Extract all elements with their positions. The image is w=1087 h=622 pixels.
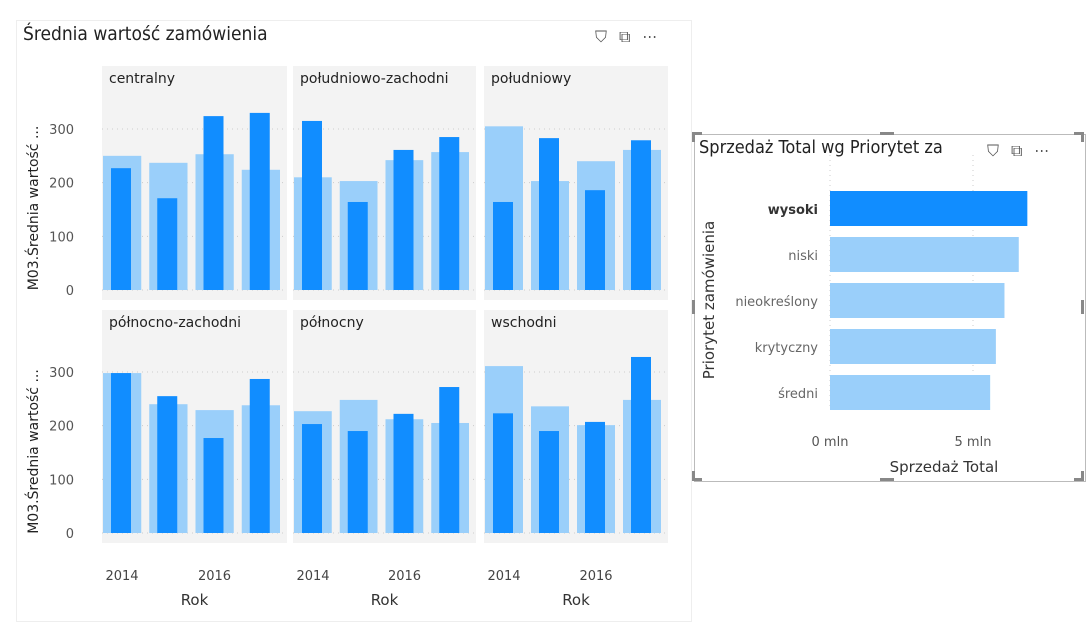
bar-dark [439, 387, 460, 533]
bar-dark [493, 201, 513, 290]
y-axis-title: Priorytet zamówienia [700, 221, 718, 379]
resize-handle[interactable] [692, 478, 702, 481]
panel-title: południowo-zachodni [300, 71, 449, 87]
x-tick-label: 2014 [105, 569, 138, 584]
small-multiples-chart: centralny południowo-zachodni południowy pó… [24, 66, 668, 609]
bar-dark [493, 413, 513, 533]
x-tick-label: 5 mln [955, 435, 992, 450]
resize-handle[interactable] [1081, 471, 1084, 481]
bar [830, 329, 996, 364]
resize-handle[interactable] [692, 300, 695, 314]
x-tick-label: 2014 [487, 569, 520, 584]
bar [830, 191, 1028, 226]
bar-dark [585, 421, 605, 533]
focus-mode-icon[interactable]: ⧉ [619, 27, 631, 46]
panel-title: południowy [491, 71, 571, 87]
bar-dark [302, 424, 322, 533]
x-axis-title: Rok [371, 591, 399, 609]
bar-dark [157, 396, 178, 533]
visual-title: Sprzedaż Total wg Priorytet za [699, 137, 943, 158]
y-tick-label: 300 [49, 366, 74, 381]
bar-dark [203, 438, 224, 533]
category-label: wysoki [768, 203, 818, 218]
y-axis-title: M03.Średnia wartość ... [24, 126, 42, 291]
x-axis-title: Sprzedaż Total [890, 458, 999, 476]
x-axis-title: Rok [562, 591, 590, 609]
more-options-icon[interactable]: ⋯ [642, 27, 657, 46]
y-tick-label: 100 [49, 473, 74, 488]
resize-handle[interactable] [1074, 132, 1084, 135]
bar-dark [347, 201, 368, 290]
panel-title: północno-zachodni [109, 315, 241, 331]
bar-dark [249, 112, 270, 291]
bar-dark [631, 140, 651, 290]
panel-title: centralny [109, 71, 175, 87]
category-label: niski [788, 249, 818, 264]
bar-dark [439, 137, 460, 290]
horizontal-bar-chart: wysoki niski nieokreślony krytyczny średni 0 … [700, 155, 1028, 476]
visual-title: Średnia wartość zamówienia [23, 23, 268, 45]
y-tick-label: 100 [49, 230, 74, 245]
resize-handle[interactable] [692, 132, 695, 142]
bar-dark [111, 168, 131, 290]
focus-mode-icon[interactable]: ⧉ [1011, 141, 1023, 160]
more-options-icon[interactable]: ⋯ [1034, 141, 1049, 160]
bar [830, 283, 1005, 318]
x-tick-label: 0 mln [812, 435, 849, 450]
x-axis-title: Rok [181, 591, 209, 609]
y-tick-label: 200 [49, 177, 74, 192]
bar-dark [302, 120, 322, 290]
bar [830, 375, 991, 410]
x-tick-label: 2016 [388, 569, 421, 584]
resize-handle[interactable] [1081, 300, 1084, 314]
x-tick-label: 2016 [198, 569, 231, 584]
y-tick-label: 0 [66, 527, 74, 542]
bar-dark [203, 116, 224, 291]
x-tick-label: 2014 [296, 569, 329, 584]
category-label: nieokreślony [735, 295, 818, 310]
y-tick-label: 300 [49, 123, 74, 138]
bar-dark [111, 373, 131, 533]
bar-dark [157, 198, 178, 290]
y-tick-label: 200 [49, 420, 74, 435]
resize-handle[interactable] [692, 132, 702, 135]
bar-dark [539, 138, 559, 290]
bar-dark [249, 378, 270, 533]
bar-dark [631, 356, 651, 533]
resize-handle[interactable] [1081, 132, 1084, 142]
filter-icon[interactable]: ⛉ [987, 141, 1000, 160]
filter-icon[interactable]: ⛉ [595, 27, 608, 46]
bar-dark [539, 431, 559, 533]
resize-handle[interactable] [692, 471, 695, 481]
category-label: krytyczny [755, 341, 819, 356]
y-axis-title: M03.Średnia wartość ... [24, 369, 42, 534]
x-tick-label: 2016 [579, 569, 612, 584]
bar-dark [393, 413, 414, 533]
panel-title: wschodni [491, 315, 557, 331]
bar-dark [347, 431, 368, 533]
category-label: średni [778, 387, 818, 402]
resize-handle[interactable] [880, 132, 894, 135]
bar-dark [585, 190, 605, 290]
panel-title: północny [300, 315, 364, 331]
resize-handle[interactable] [880, 478, 894, 481]
bar [830, 237, 1019, 272]
resize-handle[interactable] [1074, 478, 1084, 481]
y-tick-label: 0 [66, 284, 74, 299]
bar-dark [393, 149, 414, 290]
